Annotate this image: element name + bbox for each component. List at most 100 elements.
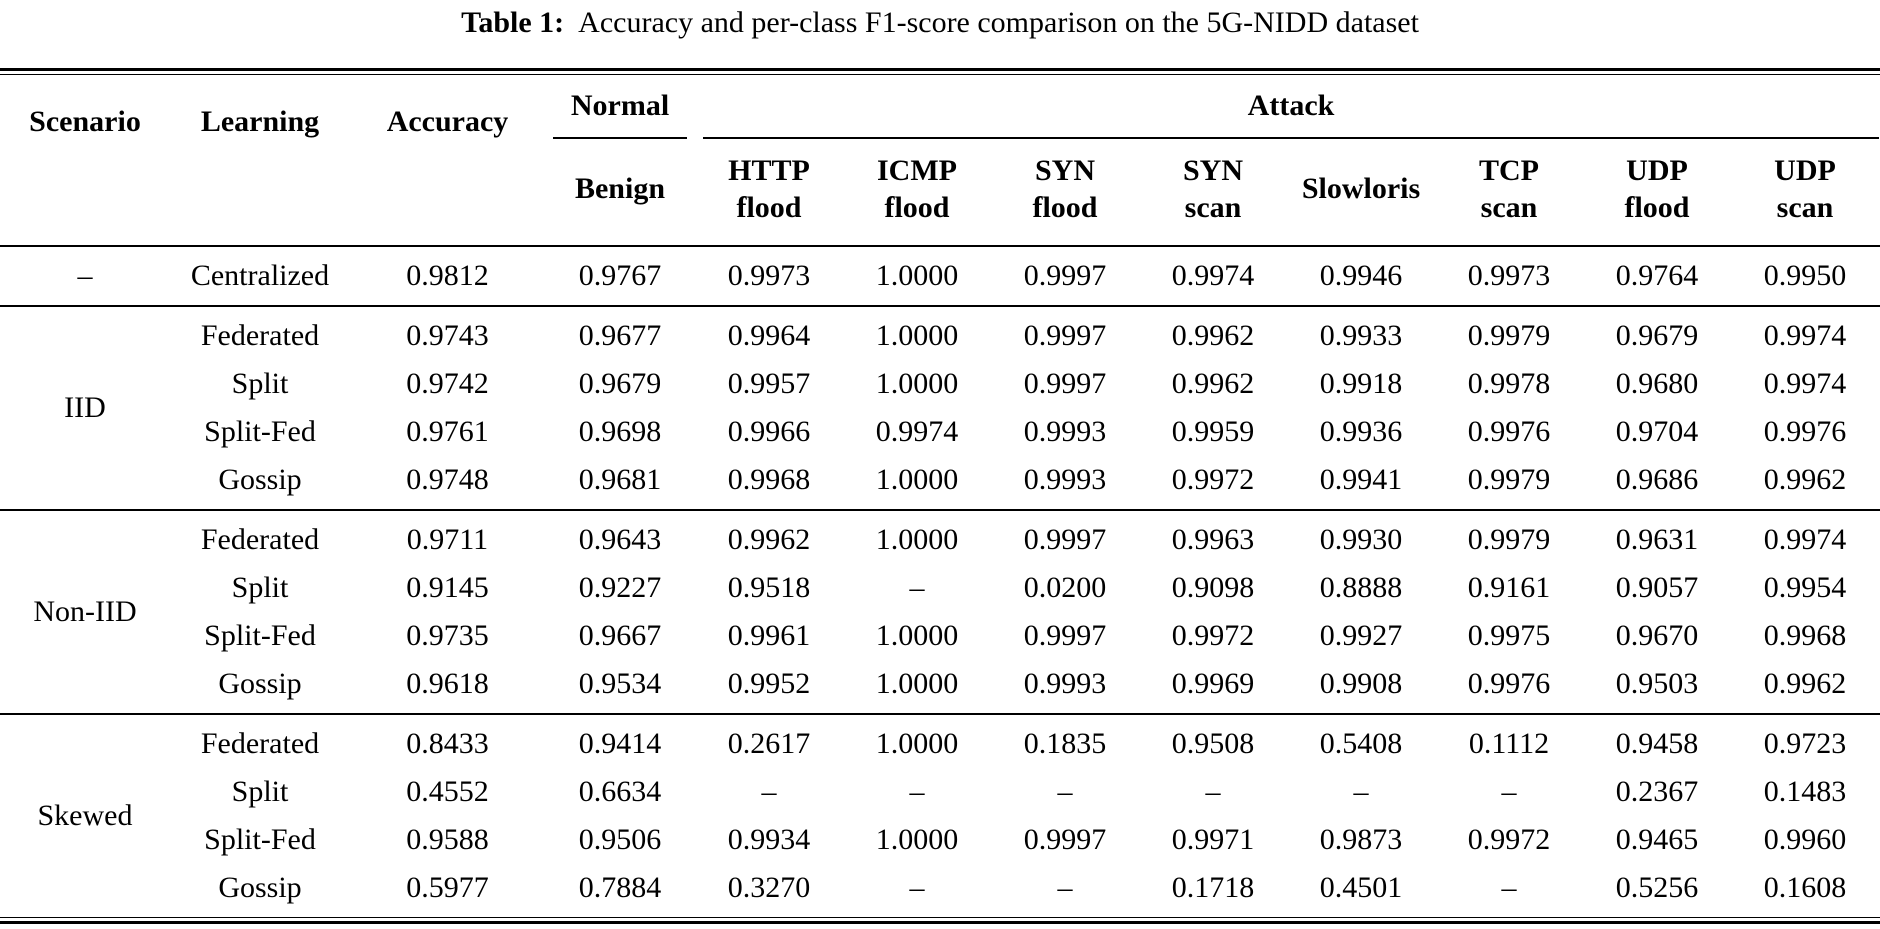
learning-cell: Split-Fed xyxy=(204,823,316,856)
http-flood-cell: – xyxy=(761,775,777,808)
table-row: Centralized 0.9812 0.9767 0.9973 1.0000 … xyxy=(170,252,1880,300)
section-rule xyxy=(0,509,1880,511)
col-header-slowloris: Slowloris xyxy=(1301,172,1421,206)
syn-flood-cell: 0.1835 xyxy=(1023,727,1107,760)
learning-cell: Gossip xyxy=(218,667,302,700)
syn-scan-cell: 0.9972 xyxy=(1171,463,1255,496)
icmp-flood-cell: 1.0000 xyxy=(875,463,959,496)
col-group-attack: Attack xyxy=(703,75,1879,139)
benign-cell: 0.9667 xyxy=(578,619,662,652)
http-flood-cell: 0.9934 xyxy=(727,823,811,856)
syn-scan-cell: 0.9962 xyxy=(1171,319,1255,352)
slowloris-cell: 0.9946 xyxy=(1319,259,1403,292)
http-flood-cell: 0.3270 xyxy=(727,871,811,904)
benign-cell: 0.9534 xyxy=(578,667,662,700)
syn-scan-cell: 0.9971 xyxy=(1171,823,1255,856)
col-header-scenario: Scenario xyxy=(29,105,141,138)
benign-cell: 0.7884 xyxy=(578,871,662,904)
slowloris-cell: 0.9908 xyxy=(1319,667,1403,700)
accuracy-cell: 0.9812 xyxy=(406,259,489,292)
benign-cell: 0.9506 xyxy=(578,823,662,856)
table-row: Split-Fed 0.9761 0.9698 0.9966 0.9974 0.… xyxy=(170,408,1880,456)
icmp-flood-cell: 1.0000 xyxy=(875,823,959,856)
udp-flood-cell: 0.9631 xyxy=(1615,523,1699,556)
section-rule xyxy=(0,305,1880,307)
tcp-scan-cell: – xyxy=(1501,775,1517,808)
syn-scan-cell: 0.9508 xyxy=(1171,727,1255,760)
tcp-scan-cell: 0.9976 xyxy=(1467,415,1551,448)
col-header-accuracy: Accuracy xyxy=(386,105,509,138)
syn-flood-cell: 0.9997 xyxy=(1023,619,1107,652)
http-flood-cell: 0.9961 xyxy=(727,619,811,652)
udp-scan-cell: 0.1608 xyxy=(1763,871,1847,904)
udp-flood-cell: 0.9458 xyxy=(1615,727,1699,760)
header-rule xyxy=(0,245,1880,247)
col-group-normal-label: Normal xyxy=(570,89,670,122)
syn-scan-cell: 0.9974 xyxy=(1171,259,1255,292)
scenario-label: IID xyxy=(64,391,106,424)
learning-cell: Federated xyxy=(200,523,320,556)
accuracy-cell: 0.4552 xyxy=(406,775,489,808)
slowloris-cell: 0.9873 xyxy=(1319,823,1403,856)
learning-cell: Split xyxy=(231,775,289,808)
col-header-benign: Benign xyxy=(574,172,666,206)
table-row: Gossip 0.9618 0.9534 0.9952 1.0000 0.999… xyxy=(170,660,1880,708)
udp-flood-cell: 0.9679 xyxy=(1615,319,1699,352)
slowloris-cell: 0.9941 xyxy=(1319,463,1403,496)
table-row: Federated 0.9743 0.9677 0.9964 1.0000 0.… xyxy=(170,312,1880,360)
udp-flood-cell: 0.2367 xyxy=(1615,775,1699,808)
udp-flood-cell: 0.9764 xyxy=(1615,259,1699,292)
syn-flood-cell: 0.9993 xyxy=(1023,667,1107,700)
udp-scan-cell: 0.9962 xyxy=(1763,463,1847,496)
benign-cell: 0.9643 xyxy=(578,523,662,556)
udp-scan-cell: 0.1483 xyxy=(1763,775,1847,808)
slowloris-cell: 0.9930 xyxy=(1319,523,1403,556)
benign-cell: 0.9679 xyxy=(578,367,662,400)
section-centralized: – Centralized 0.9812 0.9767 0.9973 1.000… xyxy=(0,247,1880,305)
benign-cell: 0.6634 xyxy=(578,775,662,808)
icmp-flood-cell: 1.0000 xyxy=(875,727,959,760)
udp-scan-cell: 0.9723 xyxy=(1763,727,1847,760)
udp-scan-cell: 0.9960 xyxy=(1763,823,1847,856)
icmp-flood-cell: – xyxy=(909,871,925,904)
http-flood-cell: 0.9968 xyxy=(727,463,811,496)
slowloris-cell: 0.9927 xyxy=(1319,619,1403,652)
results-table: Scenario Learning Accuracy Normal Attack… xyxy=(0,68,1880,924)
udp-scan-cell: 0.9962 xyxy=(1763,667,1847,700)
section-skewed: Skewed Federated 0.8433 0.9414 0.2617 1.… xyxy=(0,715,1880,917)
slowloris-cell: 0.9918 xyxy=(1319,367,1403,400)
syn-scan-cell: 0.9098 xyxy=(1171,571,1255,604)
table-row: Gossip 0.5977 0.7884 0.3270 – – 0.1718 0… xyxy=(170,864,1880,912)
icmp-flood-cell: 1.0000 xyxy=(875,367,959,400)
icmp-flood-cell: 1.0000 xyxy=(875,319,959,352)
section-iid: IID Federated 0.9743 0.9677 0.9964 1.000… xyxy=(0,307,1880,509)
learning-cell: Gossip xyxy=(218,463,302,496)
syn-flood-cell: 0.9997 xyxy=(1023,823,1107,856)
scenario-label: Non-IID xyxy=(33,595,137,628)
accuracy-cell: 0.9588 xyxy=(406,823,489,856)
udp-flood-cell: 0.9704 xyxy=(1615,415,1699,448)
col-header-http-flood: HTTP flood xyxy=(728,153,810,225)
col-header-udp-scan: UDP scan xyxy=(1774,153,1836,225)
benign-cell: 0.9227 xyxy=(578,571,662,604)
table-header: Scenario Learning Accuracy Normal Attack… xyxy=(0,75,1880,245)
udp-flood-cell: 0.5256 xyxy=(1615,871,1699,904)
table-row: Federated 0.9711 0.9643 0.9962 1.0000 0.… xyxy=(170,516,1880,564)
tcp-scan-cell: 0.9973 xyxy=(1467,259,1551,292)
syn-flood-cell: 0.9993 xyxy=(1023,463,1107,496)
icmp-flood-cell: – xyxy=(909,571,925,604)
col-header-learning: Learning xyxy=(200,105,320,138)
syn-flood-cell: 0.9997 xyxy=(1023,367,1107,400)
udp-flood-cell: 0.9503 xyxy=(1615,667,1699,700)
section-rule xyxy=(0,713,1880,715)
http-flood-cell: 0.9973 xyxy=(727,259,811,292)
table-row: Split-Fed 0.9735 0.9667 0.9961 1.0000 0.… xyxy=(170,612,1880,660)
table-row: Split 0.9742 0.9679 0.9957 1.0000 0.9997… xyxy=(170,360,1880,408)
learning-cell: Centralized xyxy=(190,259,330,292)
tcp-scan-cell: 0.1112 xyxy=(1468,727,1550,760)
section-non-iid: Non-IID Federated 0.9711 0.9643 0.9962 1… xyxy=(0,511,1880,713)
table-row: Split-Fed 0.9588 0.9506 0.9934 1.0000 0.… xyxy=(170,816,1880,864)
accuracy-cell: 0.9618 xyxy=(406,667,489,700)
learning-cell: Federated xyxy=(200,319,320,352)
slowloris-cell: 0.4501 xyxy=(1319,871,1403,904)
